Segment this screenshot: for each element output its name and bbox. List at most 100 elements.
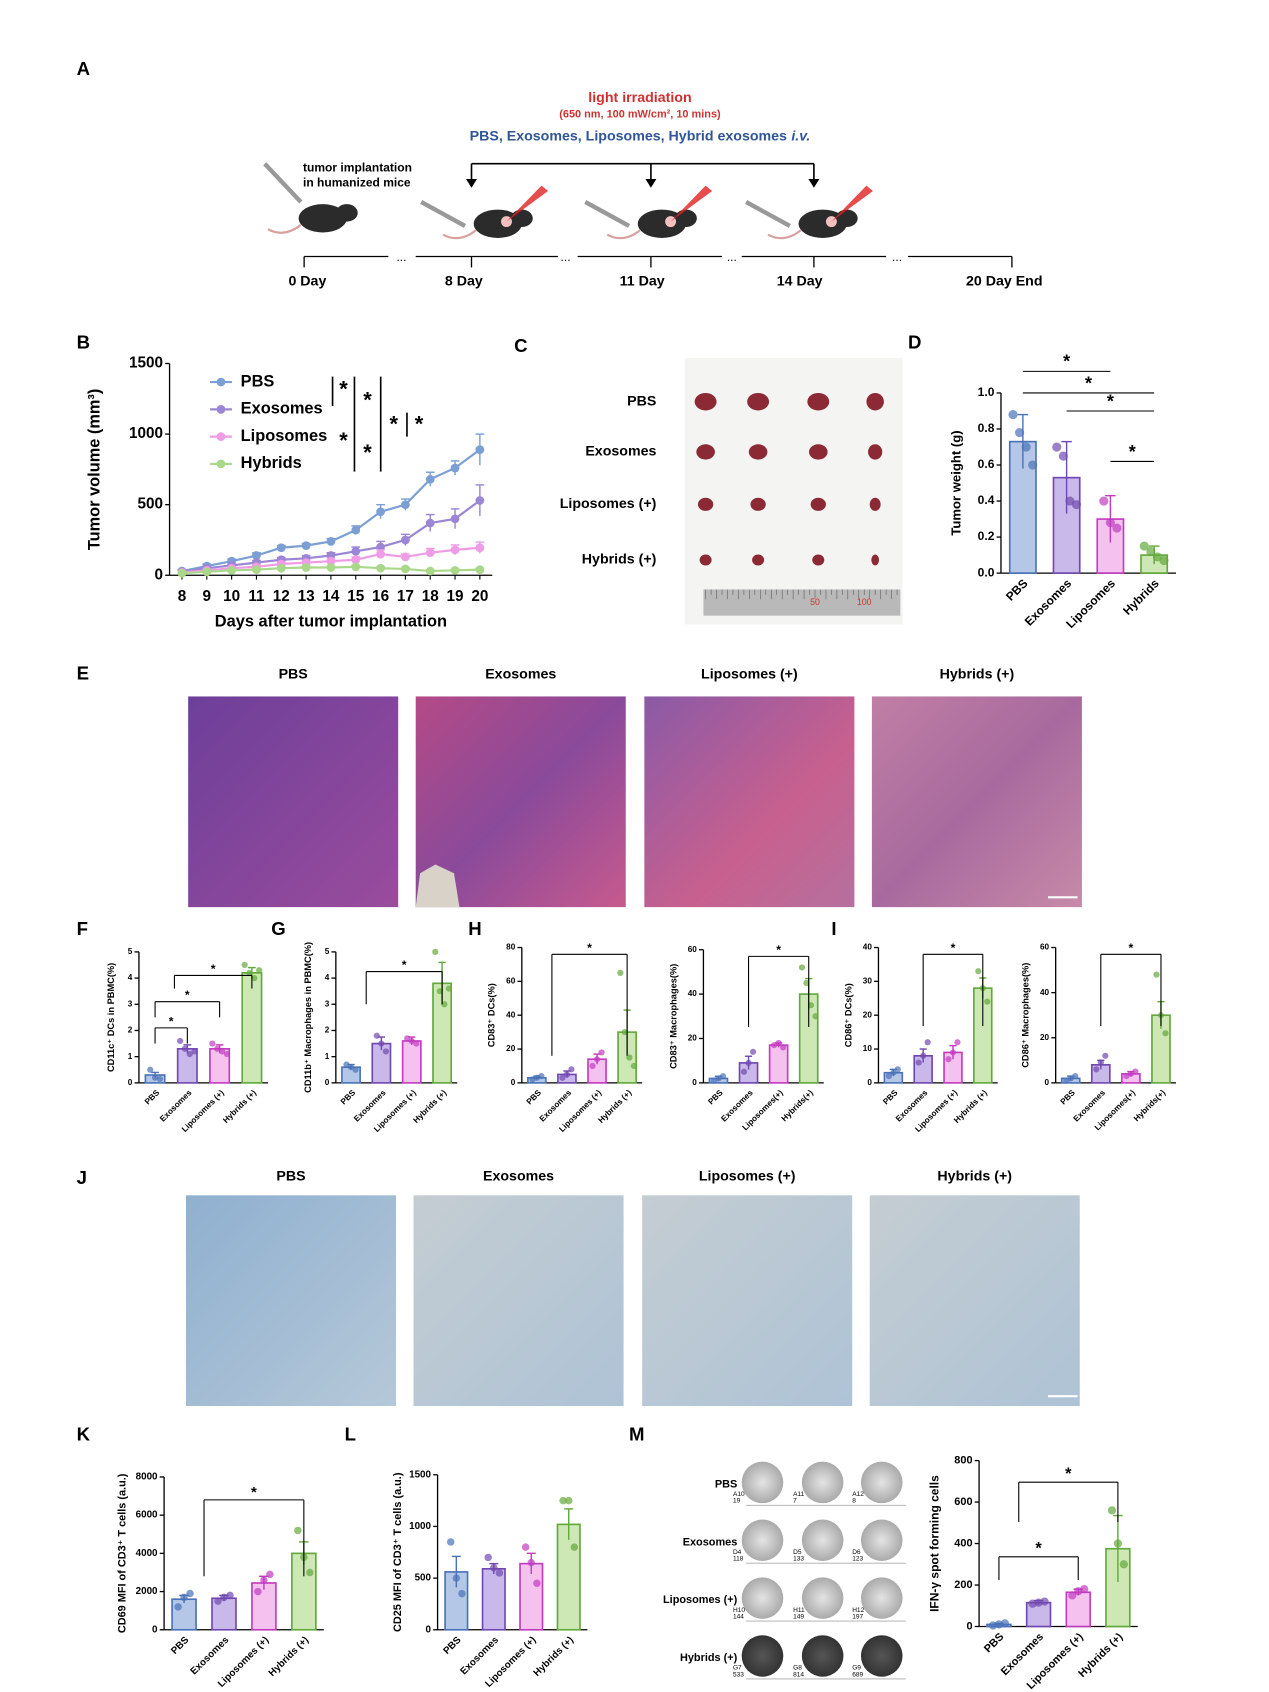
marker: [376, 507, 385, 517]
data-point: [954, 1039, 961, 1046]
bar: [556, 1523, 581, 1631]
arrow-head: [645, 179, 657, 188]
ruler-label: 100: [857, 597, 872, 607]
well-count: 533: [733, 1671, 744, 1678]
gap: ...: [892, 250, 902, 264]
data-point: [1072, 1073, 1079, 1080]
y-tick-label: 0.0: [978, 565, 995, 579]
treatment-params: (650 nm, 100 mW/cm², 10 mins): [559, 109, 721, 121]
x-tick-label: 13: [298, 588, 315, 605]
data-point: [1028, 460, 1038, 470]
well-id: A10: [733, 1491, 745, 1498]
bar: [241, 972, 263, 1084]
data-point: [352, 1066, 359, 1073]
legend-marker: [216, 404, 226, 414]
implantation: tumor implantation: [303, 160, 412, 174]
elispot-well: [741, 1577, 784, 1619]
data-point: [254, 1587, 262, 1596]
he-image: [871, 696, 1082, 908]
y-tick-label: 0: [154, 566, 163, 583]
x-tick-label: 14: [322, 588, 340, 605]
elispot-well: [801, 1461, 844, 1504]
x-tick-label: 12: [273, 588, 290, 605]
data-point: [191, 1048, 198, 1055]
tumor: [868, 444, 883, 460]
image-title: Exosomes: [483, 1169, 554, 1185]
marker: [475, 565, 485, 574]
significance: *: [1107, 391, 1114, 411]
data-point: [214, 1597, 222, 1605]
row-label: Liposomes (+): [663, 1594, 738, 1606]
legend-marker: [216, 377, 226, 387]
well-id: G8: [793, 1665, 802, 1672]
data-point: [1113, 1539, 1123, 1548]
marker: [475, 445, 485, 454]
data-point: [630, 1062, 638, 1070]
data-point: [1105, 518, 1115, 528]
gap: ...: [396, 250, 406, 264]
y-tick-label: 80: [506, 943, 516, 952]
x-tick-label: Hybrids: [1120, 576, 1162, 618]
data-point: [975, 968, 982, 975]
data-point: [209, 1040, 216, 1047]
gap: ...: [561, 250, 571, 264]
data-point: [920, 1052, 927, 1059]
marker: [202, 567, 212, 577]
data-point: [915, 1059, 922, 1066]
row-label: Exosomes: [683, 1536, 738, 1548]
elispot-well: [860, 1635, 903, 1677]
y-tick-label: 4: [325, 973, 330, 982]
y-axis-label: CD86⁺ Macrophages(%): [1021, 963, 1031, 1068]
data-point: [373, 1032, 380, 1039]
data-point: [446, 1538, 455, 1546]
marker: [351, 555, 361, 565]
marker: [376, 549, 385, 559]
y-tick-label: 0: [692, 1078, 697, 1087]
marker: [351, 562, 361, 572]
data-point: [617, 969, 624, 977]
data-point: [432, 948, 439, 955]
y-tick-label: 40: [506, 1010, 516, 1019]
x-tick-label: 17: [397, 588, 414, 605]
y-axis-label: IFN-γ spot forming cells: [928, 1475, 942, 1612]
injection: PBS, Exosomes, Liposomes, Hybrid exosome…: [470, 128, 811, 144]
y-tick-label: 4000: [136, 1548, 158, 1559]
data-point: [589, 1062, 596, 1070]
data-point: [1093, 1066, 1100, 1073]
y-tick-label: 1: [325, 1052, 330, 1061]
tumor: [694, 392, 717, 411]
y-tick-label: 2: [325, 1026, 330, 1035]
significance: *: [1085, 373, 1092, 393]
legend-label: PBS: [241, 372, 275, 390]
day-label: 0 Day: [288, 273, 326, 289]
significance: *: [587, 941, 592, 955]
x-tick-label: Exosomes: [189, 1634, 232, 1677]
data-point: [180, 1593, 188, 1602]
tumor: [808, 444, 828, 460]
y-tick-label: 4: [128, 973, 133, 982]
image-title: Liposomes (+): [699, 1169, 796, 1185]
x-tick-label: PBS: [143, 1088, 162, 1107]
image-title: Hybrids (+): [940, 666, 1015, 682]
y-axis-label: Tumor volume (mm³): [85, 389, 103, 550]
y-tick-label: 30: [863, 977, 873, 986]
x-axis-label: Days after tumor implantation: [215, 613, 447, 631]
panel-label: K: [77, 1423, 91, 1444]
y-tick-label: 3: [325, 999, 330, 1008]
data-point: [568, 1066, 575, 1073]
data-point: [1102, 1052, 1109, 1059]
he-image: [644, 696, 855, 908]
y-tick-label: 200: [954, 1579, 972, 1591]
mouse-head: [335, 204, 358, 222]
gap: ...: [727, 250, 737, 264]
syringe: [745, 200, 791, 228]
data-point: [1139, 541, 1149, 551]
syringe: [420, 200, 466, 228]
data-point: [780, 1044, 787, 1051]
elispot-well: [860, 1461, 903, 1504]
y-tick-label: 0: [867, 1078, 872, 1087]
panel-label: A: [77, 58, 90, 79]
treatment-title: light irradiation: [588, 90, 691, 106]
data-point: [1058, 451, 1068, 461]
arrow-head: [466, 179, 477, 188]
